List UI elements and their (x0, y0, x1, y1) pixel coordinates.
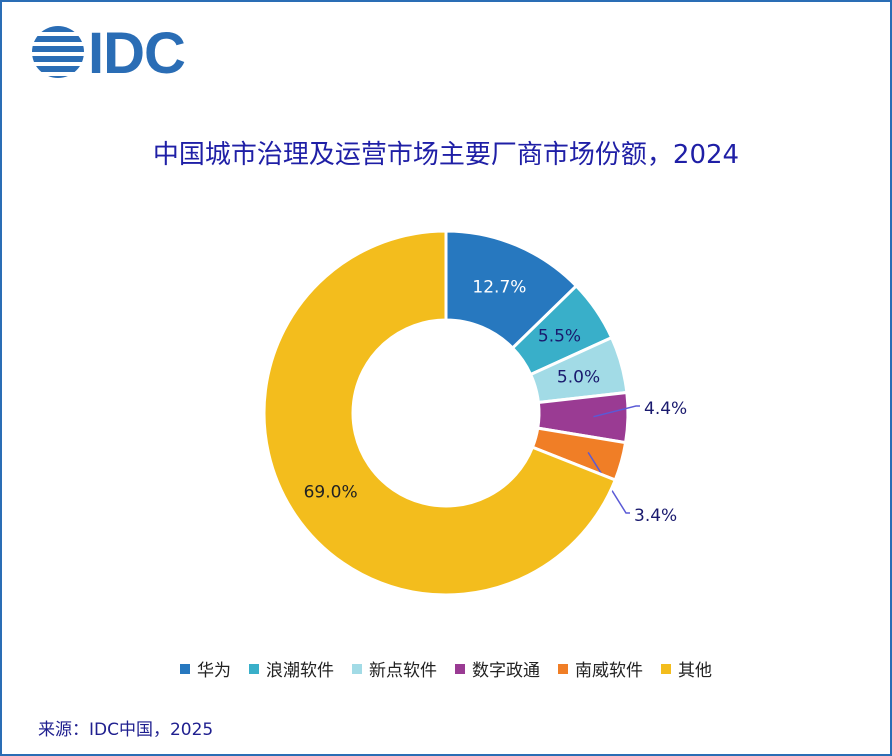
legend-item-数字政通: 数字政通 (455, 656, 540, 681)
data-label-新点软件: 5.0% (557, 367, 600, 387)
chart-title: 中国城市治理及运营市场主要厂商市场份额，2024 (152, 140, 740, 170)
legend-item-新点软件: 新点软件 (352, 656, 437, 681)
legend-label: 华为 (197, 661, 231, 681)
slice-其他 (262, 229, 618, 597)
legend-swatch (180, 663, 190, 674)
idc-logo-text: IDC (88, 21, 186, 86)
legend-label: 浪潮软件 (266, 661, 334, 681)
data-label-南威软件: 3.4% (634, 506, 677, 526)
legend-item-浪潮软件: 浪潮软件 (249, 656, 334, 681)
data-label-其他: 69.0% (304, 482, 358, 502)
legend-item-其他: 其他 (661, 656, 712, 681)
source-note: 来源：IDC中国，2025 (38, 720, 214, 740)
legend-label: 其他 (678, 661, 712, 681)
data-label-浪潮软件: 5.5% (538, 326, 581, 346)
data-label-数字政通: 4.4% (644, 399, 687, 419)
legend-swatch (249, 663, 259, 674)
idc-globe-icon (32, 26, 84, 78)
legend-swatch (352, 663, 362, 674)
legend-item-华为: 华为 (180, 656, 231, 681)
idc-logo (30, 26, 90, 82)
leader-line-南威软件 (587, 451, 630, 514)
chart-legend: 华为 浪潮软件 新点软件 数字政通 南威软件 其他 (2, 656, 890, 681)
donut-chart: 12.7% 5.5% 5.0% 4.4% 3.4% 69.0% (262, 229, 687, 597)
legend-swatch (558, 663, 568, 674)
legend-swatch (661, 663, 671, 674)
legend-item-南威软件: 南威软件 (558, 656, 643, 681)
data-label-华为: 12.7% (472, 277, 526, 297)
legend-label: 新点软件 (369, 661, 437, 681)
legend-label: 南威软件 (575, 661, 643, 681)
legend-swatch (455, 663, 465, 674)
legend-label: 数字政通 (472, 661, 540, 681)
leader-line-数字政通 (593, 405, 640, 418)
